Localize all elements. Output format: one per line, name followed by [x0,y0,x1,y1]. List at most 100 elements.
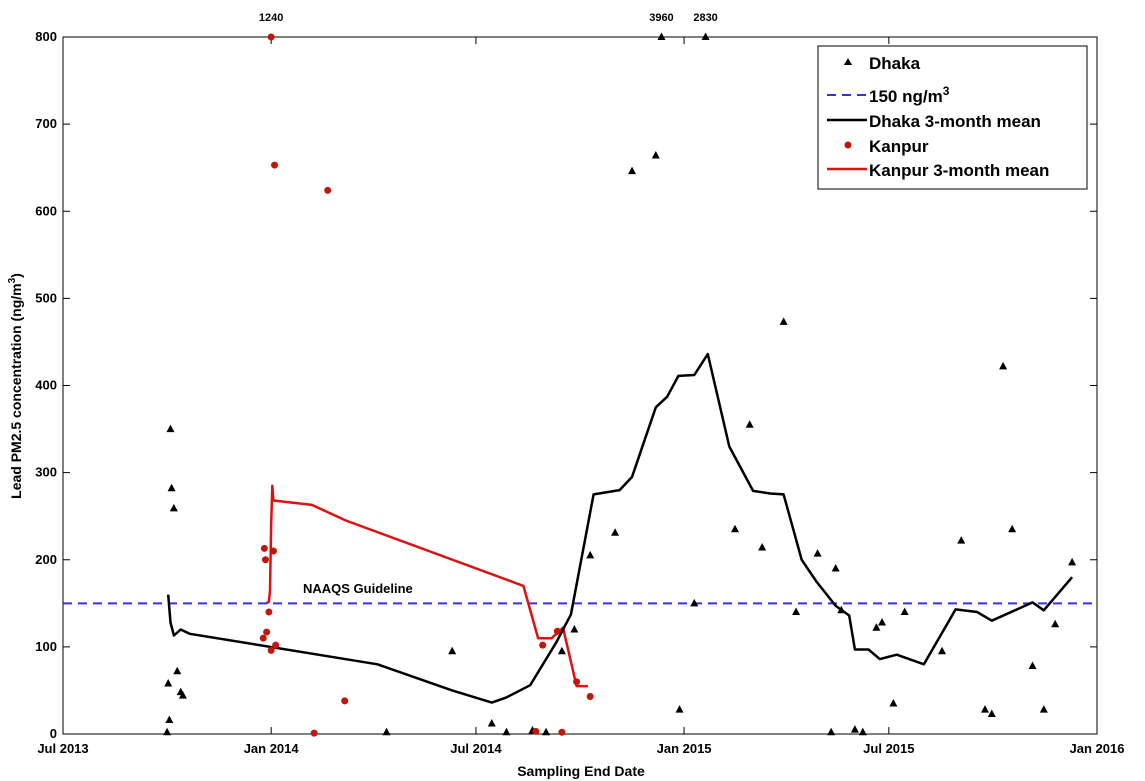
legend-dhaka-marker [844,58,852,65]
legend-guideline-label-sup: 3 [943,84,950,98]
legend-guideline-label-main: 150 ng/m [869,87,943,106]
x-tick-label: Jan 2015 [657,741,712,756]
dhaka-point [900,607,909,616]
dhaka-point [1039,705,1048,713]
dhaka-point [1008,524,1017,533]
dhaka-point [938,646,947,655]
kanpur-point [267,646,275,654]
clipped-value-label: 2830 [693,12,717,24]
x-axis-title: Sampling End Date [517,763,645,779]
dhaka-point [448,646,457,655]
dhaka-point [745,420,754,428]
dhaka-point [831,563,840,572]
y-axis-title-main: Lead PM2.5 concentration (ng/m [8,283,24,498]
legend-dhaka-label: Dhaka [869,54,921,73]
kanpur-point [262,556,270,564]
clipped-value-label: 1240 [259,12,283,24]
dhaka-point [837,605,846,614]
dhaka-point [981,705,990,713]
dhaka-point [675,705,684,713]
legend-guideline-label: 150 ng/m3 [869,84,950,106]
legend-kanpur-label: Kanpur [869,137,929,156]
dhaka-point [164,678,173,687]
dhaka-point [542,727,551,736]
dhaka-point [758,543,767,551]
dhaka-point [850,725,859,733]
kanpur-point [532,727,540,735]
dhaka-clipped-point [657,32,666,40]
x-tick-label: Jul 2013 [37,741,88,756]
y-tick-label: 700 [35,116,57,131]
kanpur-point [269,547,277,555]
dhaka-point [557,646,566,655]
kanpur-mean-line [265,484,588,688]
kanpur-point [265,608,273,616]
dhaka-point [889,699,898,707]
dhaka-point [169,503,178,512]
dhaka-point [586,550,595,559]
dhaka-point [628,166,637,175]
dhaka-point [487,719,496,727]
x-tick-label: Jul 2015 [863,741,914,756]
dhaka-point [165,715,174,724]
y-axis-title: Lead PM2.5 concentration (ng/m3) [7,273,24,499]
kanpur-clipped-point [267,33,275,41]
kanpur-point [586,693,594,701]
dhaka-point [813,549,822,557]
dhaka-point [999,361,1008,370]
y-tick-label: 0 [50,726,57,741]
kanpur-point [553,627,561,635]
dhaka-clipped-point [701,32,710,40]
kanpur-point [539,641,547,649]
y-tick-label: 200 [35,552,57,567]
dhaka-point [1068,557,1077,566]
dhaka-point [779,317,788,325]
kanpur-point [260,544,268,552]
dhaka-point [957,536,966,544]
dhaka-point [1028,661,1037,670]
dhaka-point [611,528,620,536]
y-tick-label: 800 [35,29,57,44]
dhaka-point [878,617,887,626]
kanpur-point [573,678,581,686]
dhaka-point [987,709,996,717]
x-tick-label: Jul 2014 [450,741,502,756]
dhaka-point [858,727,867,736]
dhaka-point [1051,619,1060,628]
x-tick-label: Jan 2014 [244,741,300,756]
dhaka-point [730,524,739,533]
kanpur-point [259,634,267,642]
dhaka-mean-line [166,352,1074,704]
dhaka-point [167,483,176,492]
dhaka-point [827,727,836,736]
dhaka-point [792,607,801,616]
kanpur-point [272,641,280,649]
dhaka-point [872,623,881,631]
y-tick-label: 100 [35,639,57,654]
legend: Dhaka 150 ng/m3 Dhaka 3-month mean Kanpu… [817,45,1088,190]
dhaka-point [178,691,187,699]
legend-kanpur-mean-label: Kanpur 3-month mean [869,161,1049,180]
y-axis-title-sup: 3 [7,277,18,283]
y-tick-label: 600 [35,203,57,218]
dhaka-point [173,666,182,675]
dhaka-point [382,727,391,736]
kanpur-point [271,161,279,169]
y-tick-label: 500 [35,290,57,305]
kanpur-point [341,697,349,705]
kanpur-point [310,729,318,737]
legend-box [817,45,1088,190]
legend-kanpur-marker [844,141,852,149]
guideline-label: NAAQS Guideline [303,581,413,596]
dhaka-point [690,598,699,607]
x-tick-label: Jan 2016 [1070,741,1125,756]
kanpur-point [324,186,332,194]
dhaka-point [651,150,660,159]
dhaka-point [570,624,579,633]
y-tick-label: 300 [35,465,57,480]
kanpur-point [263,628,271,636]
clipped-value-label: 3960 [649,12,673,24]
legend-dhaka-mean-label: Dhaka 3-month mean [869,112,1041,131]
dhaka-point [166,424,175,433]
